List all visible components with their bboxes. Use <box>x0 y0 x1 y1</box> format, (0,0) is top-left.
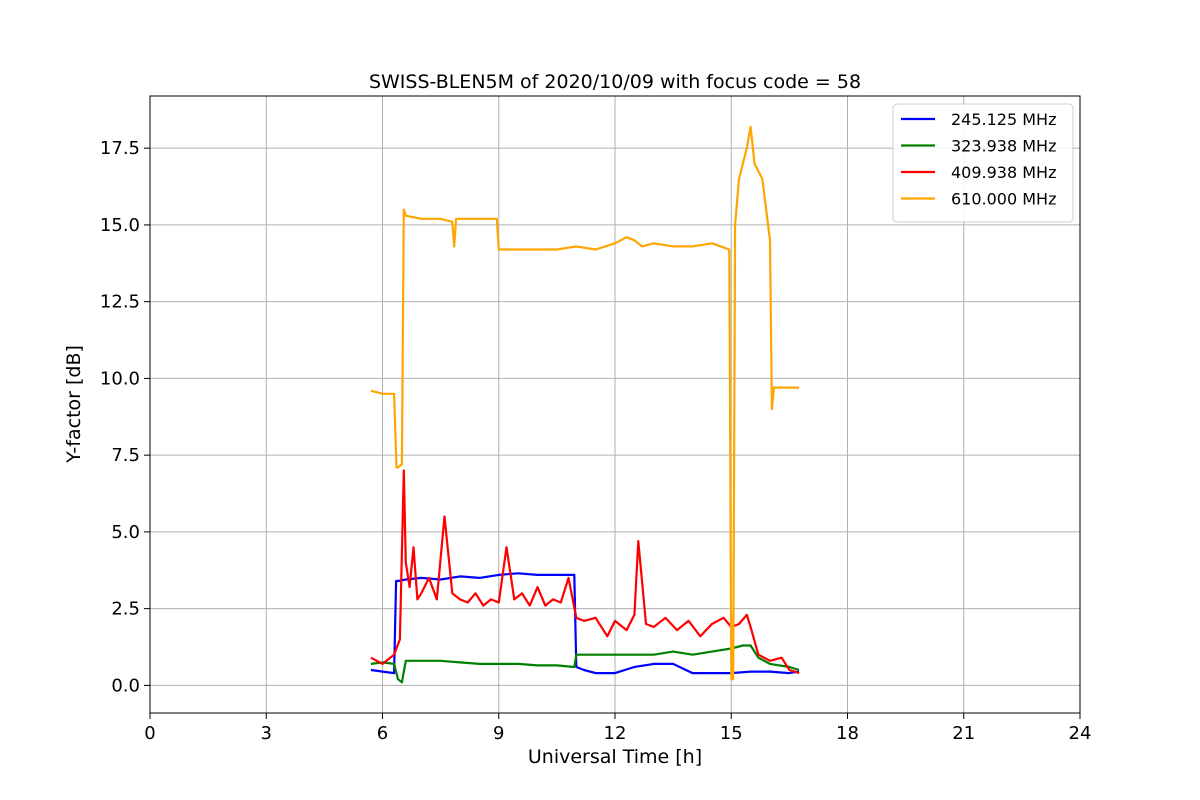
y-tick-label: 10.0 <box>100 368 140 389</box>
x-tick-label: 9 <box>493 723 504 744</box>
legend-label: 409.938 MHz <box>951 163 1056 182</box>
legend-label: 245.125 MHz <box>951 110 1056 129</box>
series-line-2 <box>370 644 800 684</box>
x-tick-label: 6 <box>377 723 388 744</box>
legend-label: 323.938 MHz <box>951 137 1056 156</box>
series-line-4 <box>370 125 800 681</box>
x-tick-label: 24 <box>1069 723 1092 744</box>
series-layer <box>370 125 800 684</box>
legend-label: 610.000 MHz <box>951 190 1056 209</box>
y-tick-label: 5.0 <box>111 522 140 543</box>
y-tick-label: 0.0 <box>111 675 140 696</box>
y-tick-label: 15.0 <box>100 215 140 236</box>
chart-title: SWISS-BLEN5M of 2020/10/09 with focus co… <box>369 71 861 93</box>
legend: 245.125 MHz 323.938 MHz 409.938 MHz 610.000… <box>892 103 1074 223</box>
y-tick-label: 12.5 <box>100 292 140 313</box>
y-tick-label: 17.5 <box>100 138 140 159</box>
x-tick-label: 12 <box>604 723 627 744</box>
y-axis-label: Y-factor [dB] <box>63 345 85 464</box>
y-tick-label: 7.5 <box>111 445 140 466</box>
x-tick-label: 21 <box>952 723 975 744</box>
y-tick-label: 2.5 <box>111 599 140 620</box>
x-tick-label: 18 <box>836 723 859 744</box>
x-tick-label: 0 <box>144 723 155 744</box>
x-axis-label: Universal Time [h] <box>528 746 702 768</box>
series-line-1 <box>370 572 800 675</box>
x-tick-label: 15 <box>720 723 743 744</box>
x-tick-label: 3 <box>261 723 272 744</box>
series-line-3 <box>370 469 800 675</box>
axis-ticks: 0 3 6 9 12 15 18 21 24 0.0 2.5 5.0 7.5 10.0 12.5 15.0 17… <box>100 138 1092 744</box>
legend-box <box>892 103 1074 223</box>
